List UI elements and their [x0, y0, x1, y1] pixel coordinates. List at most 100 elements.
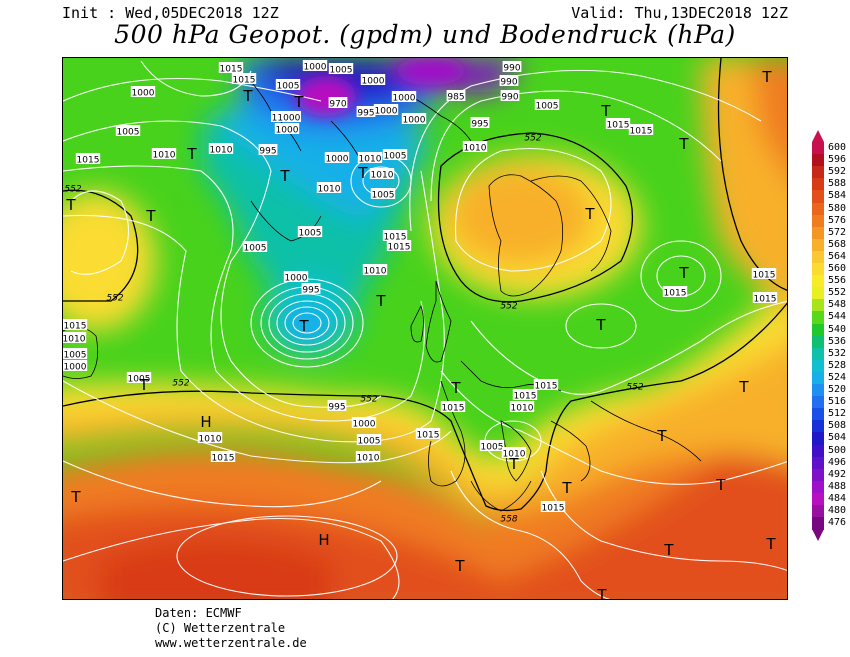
low-pressure-marker: T — [678, 135, 689, 153]
low-pressure-marker: T — [70, 488, 81, 506]
isobar-label: 1005 — [128, 375, 151, 385]
low-pressure-marker: T — [508, 455, 519, 473]
geopotential-label: 552 — [360, 395, 377, 405]
label-background — [63, 360, 88, 371]
valid-time: Valid: Thu,13DEC2018 12Z — [571, 4, 788, 22]
label-background — [391, 91, 417, 102]
low-pressure-marker: T — [584, 205, 595, 223]
label-background — [126, 372, 152, 383]
label-background — [115, 125, 141, 136]
legend-swatch — [812, 468, 824, 482]
isobar-label: 11000 — [272, 114, 301, 124]
label-background — [370, 188, 396, 199]
label-background — [242, 241, 268, 252]
credits: Daten: ECMWF (C) Wetterzentrale www.wett… — [155, 606, 307, 651]
geopotential-label: 552 — [64, 185, 81, 195]
legend-level-label: 536 — [828, 335, 847, 347]
low-pressure-marker: T — [596, 586, 607, 600]
low-pressure-marker: T — [454, 557, 465, 575]
low-pressure-marker: T — [279, 167, 290, 185]
isobar-label: 1015 — [607, 121, 630, 131]
label-background — [231, 73, 257, 84]
label-background — [501, 447, 527, 458]
legend-level-label: 492 — [828, 468, 847, 480]
label-background — [218, 62, 244, 73]
label-background — [297, 226, 323, 237]
legend-swatch — [812, 226, 824, 240]
label-background — [415, 428, 441, 439]
geopotential-label: 552 — [106, 294, 123, 304]
label-background — [208, 143, 234, 154]
legend-swatch — [812, 359, 824, 373]
isobar-label: 1015 — [664, 289, 687, 299]
label-background — [512, 389, 538, 400]
low-pressure-marker: T — [595, 316, 606, 334]
label-background — [373, 104, 399, 115]
contour-552-west — [63, 189, 139, 302]
legend-level-label: 504 — [828, 432, 847, 444]
legend-swatch — [812, 142, 824, 155]
legend-level-label: 524 — [828, 371, 847, 383]
legend-swatch — [812, 299, 824, 312]
isobar-label: 1015 — [233, 76, 256, 86]
isobar-label: 1005 — [384, 152, 407, 162]
init-time: Init : Wed,05DEC2018 12Z — [62, 4, 279, 22]
label-background — [151, 148, 177, 159]
legend-level-label: 564 — [828, 250, 847, 262]
isobar-label: 1010 — [199, 435, 222, 445]
legend-level-label: 580 — [828, 202, 847, 214]
weather-map: 1015 1015 1005 1000 1005 1000 990 990 990 985 1005… — [62, 57, 788, 600]
low-pressure-marker: T — [293, 93, 304, 111]
isobar-label: 1000 — [353, 420, 376, 430]
low-pressure-marker: T — [138, 376, 149, 394]
low-pressure-marker: T — [600, 102, 611, 120]
label-background — [382, 149, 408, 160]
legend-level-label: 576 — [828, 214, 847, 226]
low-pressure-marker: T — [656, 427, 667, 445]
legend-swatch — [812, 480, 824, 494]
legend-swatch — [812, 190, 824, 203]
low-pressure-marker: T — [298, 317, 309, 335]
legend-level-label: 588 — [828, 178, 847, 190]
label-background — [446, 90, 466, 101]
legend-level-label: 512 — [828, 408, 847, 420]
isobar-label: 1015 — [388, 243, 411, 253]
label-background — [360, 74, 386, 85]
label-background — [63, 332, 87, 343]
coastlines — [63, 70, 702, 512]
isobar-label: 1005 — [64, 351, 87, 361]
isobar-label: 1015 — [542, 504, 565, 514]
isobar-label: 1010 — [359, 155, 382, 165]
legend-level-label: 600 — [828, 142, 847, 153]
legend-level-label: 480 — [828, 505, 847, 516]
legend-level-label: 476 — [828, 517, 847, 529]
label-background — [662, 286, 688, 297]
label-background — [356, 106, 376, 117]
isobar-label: 1015 — [514, 392, 537, 402]
legend-swatch — [812, 214, 824, 228]
isobar-label: 1000 — [326, 155, 349, 165]
label-background — [355, 451, 381, 462]
label-background — [362, 264, 388, 275]
label-background — [440, 401, 466, 412]
map-title: 500 hPa Geopot. (gpdm) und Bodendruck (h… — [114, 20, 736, 49]
isobar-label: 1015 — [754, 295, 777, 305]
geopotential-label: 552 — [626, 383, 643, 393]
label-background — [63, 348, 88, 359]
label-background — [369, 168, 395, 179]
low-pressure-marker: T — [145, 207, 156, 225]
legend-swatch — [812, 408, 824, 421]
low-pressure-marker: T — [186, 145, 197, 163]
isobar-label: 1015 — [384, 233, 407, 243]
isobar-label: 1015 — [535, 382, 558, 392]
label-background — [382, 230, 408, 241]
label-background — [274, 123, 300, 134]
legend-swatch — [812, 444, 824, 458]
label-background — [401, 113, 427, 124]
isobar-label: 995 — [259, 147, 276, 157]
label-background — [75, 153, 101, 164]
isobar-label: 1010 — [210, 146, 233, 156]
label-background — [628, 124, 654, 135]
isobar-label: 1010 — [511, 404, 534, 414]
label-background — [751, 268, 777, 279]
